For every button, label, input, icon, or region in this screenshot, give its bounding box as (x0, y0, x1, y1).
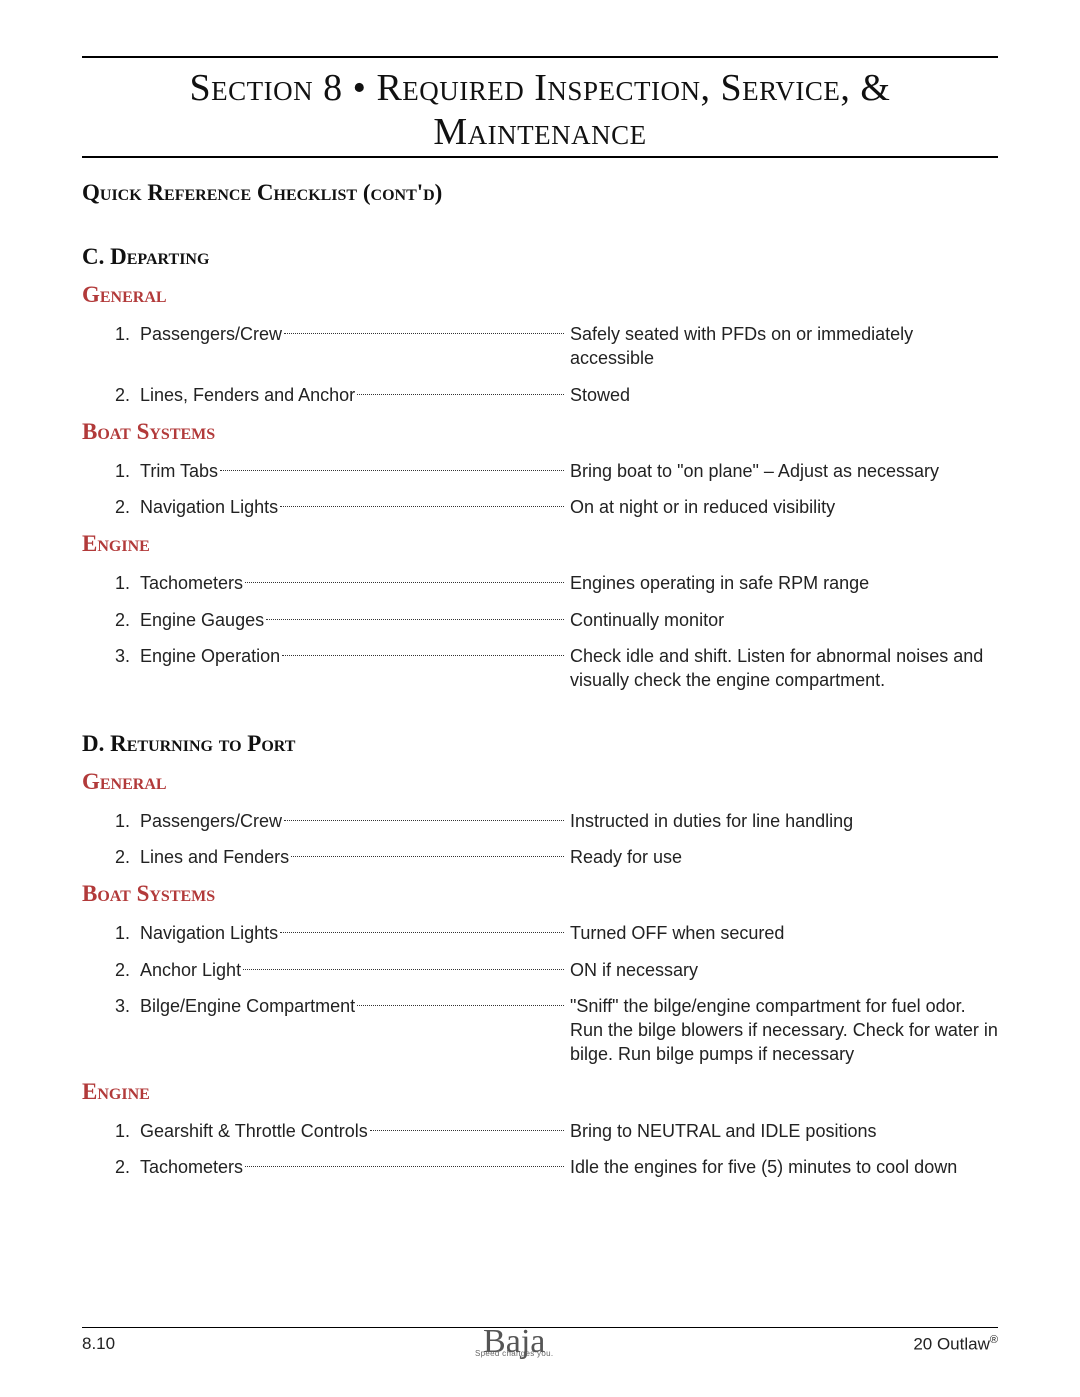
item-label: Trim Tabs (140, 459, 218, 483)
category-heading: Boat Systems (82, 419, 998, 445)
checklist-content: C. DepartingGeneral1.Passengers/CrewSafe… (82, 244, 998, 1179)
list-item: 1.Tachometers Engines operating in safe R… (82, 571, 998, 595)
leader-dots (357, 994, 564, 1006)
item-value: Bring boat to "on plane" – Adjust as nec… (568, 459, 998, 483)
leader-dots (357, 383, 564, 395)
leader-dots (245, 571, 564, 583)
item-number: 2. (112, 383, 140, 407)
page-title: Section 8 • Required Inspection, Service… (82, 58, 998, 156)
item-value: Stowed (568, 383, 998, 407)
list-item: 2.Anchor Light ON if necessary (82, 958, 998, 982)
leader-dots (266, 608, 564, 620)
item-value: Ready for use (568, 845, 998, 869)
list-item: 2.Lines, Fenders and Anchor Stowed (82, 383, 998, 407)
item-value: Idle the engines for five (5) minutes to… (568, 1155, 998, 1179)
list-item: 1.Passengers/Crew Safely seated with PFDs… (82, 322, 998, 371)
model-name: 20 Outlaw® (913, 1334, 998, 1355)
leader-dots (280, 495, 564, 507)
page-footer: 8.10 Baja Speed changes you. 20 Outlaw® (82, 1327, 998, 1357)
leader-dots (284, 809, 564, 821)
leader-dots (245, 1155, 564, 1167)
item-number: 1. (112, 322, 140, 346)
category-heading: Boat Systems (82, 881, 998, 907)
trademark-icon: ® (990, 1334, 998, 1346)
list-item: 1.Navigation Lights Turned OFF when secur… (82, 921, 998, 945)
item-number: 1. (112, 809, 140, 833)
title-line-1: Section 8 • Required Inspection, Service… (190, 67, 891, 109)
title-line-2: Maintenance (433, 111, 646, 153)
item-value: Instructed in duties for line handling (568, 809, 998, 833)
item-number: 1. (112, 459, 140, 483)
checklist-items: 1.Trim Tabs Bring boat to "on plane" – Ad… (82, 459, 998, 520)
category-heading: Engine (82, 1079, 998, 1105)
list-item: 1.Passengers/Crew Instructed in duties fo… (82, 809, 998, 833)
item-label: Anchor Light (140, 958, 241, 982)
item-number: 3. (112, 644, 140, 668)
item-number: 3. (112, 994, 140, 1018)
page-number: 8.10 (82, 1334, 115, 1354)
leader-dots (243, 958, 564, 970)
item-value: ON if necessary (568, 958, 998, 982)
checklist-items: 1.Navigation Lights Turned OFF when secur… (82, 921, 998, 1066)
logo-tagline: Speed changes you. (115, 1352, 913, 1357)
item-value: Safely seated with PFDs on or immediatel… (568, 322, 998, 371)
list-item: 3.Engine Operation Check idle and shift. … (82, 644, 998, 693)
item-label: Tachometers (140, 1155, 243, 1179)
item-label: Lines and Fenders (140, 845, 289, 869)
item-label: Passengers/Crew (140, 322, 282, 346)
category-heading: General (82, 769, 998, 795)
item-value: On at night or in reduced visibility (568, 495, 998, 519)
checklist-items: 1.Tachometers Engines operating in safe R… (82, 571, 998, 692)
item-number: 1. (112, 921, 140, 945)
item-value: Engines operating in safe RPM range (568, 571, 998, 595)
checklist-items: 1.Passengers/Crew Safely seated with PFDs… (82, 322, 998, 407)
section-heading: D. Returning to Port (82, 731, 998, 757)
leader-dots (291, 845, 564, 857)
category-heading: General (82, 282, 998, 308)
list-item: 2.Engine Gauges Continually monitor (82, 608, 998, 632)
item-value: Continually monitor (568, 608, 998, 632)
item-number: 2. (112, 495, 140, 519)
item-number: 2. (112, 1155, 140, 1179)
leader-dots (370, 1119, 564, 1131)
brand-logo: Baja Speed changes you. (115, 1332, 913, 1357)
leader-dots (284, 322, 564, 334)
leader-dots (282, 644, 564, 656)
list-item: 3.Bilge/Engine Compartment "Sniff" the bi… (82, 994, 998, 1067)
item-value: Turned OFF when secured (568, 921, 998, 945)
checklist-heading: Quick Reference Checklist (cont'd) (82, 180, 998, 206)
checklist-items: 1.Gearshift & Throttle Controls Bring to … (82, 1119, 998, 1180)
checklist-items: 1.Passengers/Crew Instructed in duties fo… (82, 809, 998, 870)
item-number: 2. (112, 608, 140, 632)
item-label: Navigation Lights (140, 921, 278, 945)
item-label: Lines, Fenders and Anchor (140, 383, 355, 407)
item-label: Gearshift & Throttle Controls (140, 1119, 368, 1143)
list-item: 1.Trim Tabs Bring boat to "on plane" – Ad… (82, 459, 998, 483)
item-label: Navigation Lights (140, 495, 278, 519)
category-heading: Engine (82, 531, 998, 557)
item-value: Check idle and shift. Listen for abnorma… (568, 644, 998, 693)
title-underline (82, 156, 998, 158)
list-item: 1.Gearshift & Throttle Controls Bring to … (82, 1119, 998, 1143)
item-label: Tachometers (140, 571, 243, 595)
item-value: "Sniff" the bilge/engine compartment for… (568, 994, 998, 1067)
item-label: Bilge/Engine Compartment (140, 994, 355, 1018)
item-label: Engine Gauges (140, 608, 264, 632)
list-item: 2.Tachometers Idle the engines for five (… (82, 1155, 998, 1179)
leader-dots (280, 921, 564, 933)
section-heading: C. Departing (82, 244, 998, 270)
item-value: Bring to NEUTRAL and IDLE positions (568, 1119, 998, 1143)
list-item: 2.Lines and Fenders Ready for use (82, 845, 998, 869)
list-item: 2.Navigation Lights On at night or in red… (82, 495, 998, 519)
item-label: Passengers/Crew (140, 809, 282, 833)
item-label: Engine Operation (140, 644, 280, 668)
leader-dots (220, 459, 564, 471)
item-number: 1. (112, 1119, 140, 1143)
item-number: 2. (112, 958, 140, 982)
item-number: 2. (112, 845, 140, 869)
item-number: 1. (112, 571, 140, 595)
model-text: 20 Outlaw (913, 1335, 990, 1354)
